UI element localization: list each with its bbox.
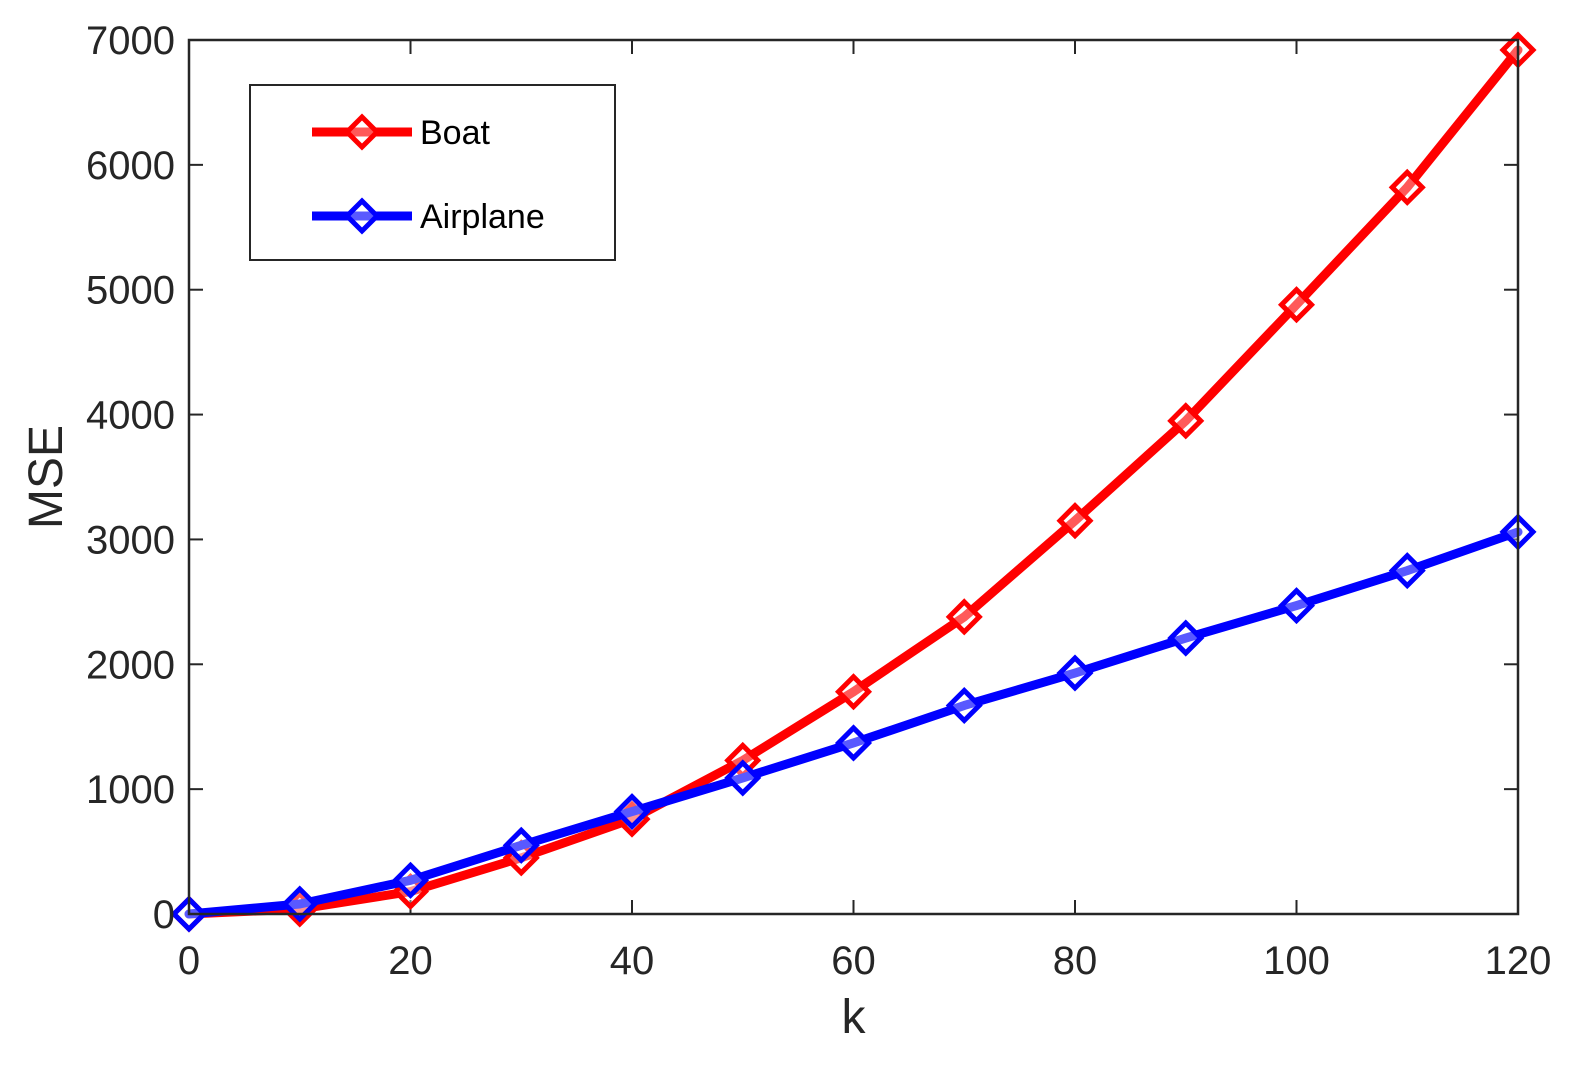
data-point (1056, 654, 1094, 692)
x-tick-label: 100 (1263, 939, 1330, 983)
data-point (1056, 502, 1094, 540)
legend-marker (343, 197, 381, 235)
x-tick-label: 40 (610, 939, 655, 983)
data-point (1277, 286, 1316, 324)
data-point (834, 673, 873, 711)
data-point (1388, 552, 1426, 590)
legend-box (249, 84, 616, 261)
legend-label: Airplane (420, 198, 545, 236)
x-tick-label: 120 (1485, 939, 1552, 983)
y-tick-label: 4000 (86, 394, 175, 438)
data-point (391, 861, 430, 899)
x-tick-label: 80 (1053, 939, 1098, 983)
legend-entry: Airplane (312, 197, 545, 236)
data-point (1388, 168, 1426, 206)
y-tick-label: 0 (153, 893, 175, 937)
legend: Boat Airplane (249, 84, 616, 261)
data-point (945, 598, 983, 636)
y-tick-label: 6000 (86, 144, 175, 188)
plot-border (187, 38, 1520, 916)
y-tick-label: 7000 (86, 19, 175, 63)
data-point (1167, 619, 1205, 657)
legend-label: Boat (420, 114, 490, 152)
y-tick-label: 1000 (86, 768, 175, 812)
x-tick-label: 0 (178, 939, 200, 983)
data-point (834, 724, 873, 762)
y-axis-title: MSE (20, 425, 73, 529)
x-axis-title: k (842, 991, 867, 1044)
data-point (1277, 587, 1316, 625)
data-point (724, 759, 762, 797)
y-tick-label: 2000 (86, 643, 175, 687)
tick-labels: 0 20 40 60 80 100 120 0 1000 2000 3000 4000 5000 6000… (86, 19, 1551, 983)
data-point (281, 885, 319, 923)
legend-entry: Boat (312, 113, 490, 152)
data-point (1167, 402, 1205, 440)
legend-marker (343, 113, 381, 151)
series-line (184, 527, 1523, 919)
data-point (945, 686, 983, 725)
x-tick-label: 20 (388, 939, 433, 983)
x-tick-label: 60 (831, 939, 876, 983)
series-airplane (170, 513, 1537, 933)
data-point (613, 793, 651, 831)
series-line (184, 45, 1523, 919)
y-tick-label: 5000 (86, 269, 175, 313)
data-point (502, 826, 540, 864)
y-tick-label: 3000 (86, 518, 175, 562)
